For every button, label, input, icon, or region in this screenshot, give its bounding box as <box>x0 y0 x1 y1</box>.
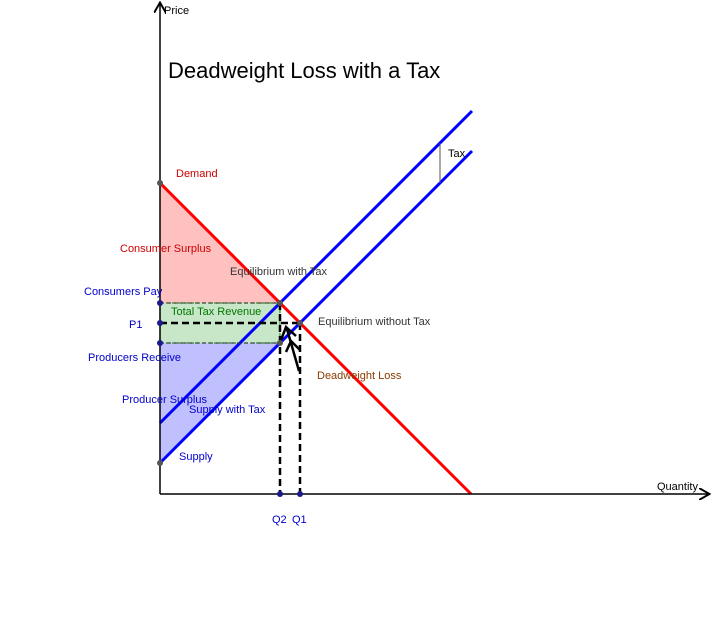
demand-intercept-point <box>157 180 163 186</box>
tax-revenue-label: Total Tax Revenue <box>171 306 261 318</box>
consumer-surplus-label: Consumer Surplus <box>120 243 212 255</box>
producers-receive-label: Producers Receive <box>88 352 181 364</box>
consumers-pay-point <box>157 300 163 306</box>
deadweight-loss-arrowhead <box>279 324 297 341</box>
supply-curve <box>158 149 474 465</box>
equilibrium-with-tax-point <box>277 300 283 306</box>
producers-receive-point <box>157 340 163 346</box>
equilibrium-with-tax-label: Equilibrium with Tax <box>230 266 328 278</box>
deadweight-loss-arrow <box>285 328 301 372</box>
p1-point <box>157 320 163 326</box>
q1-label: Q1 <box>292 514 307 526</box>
producers-receive-corner-point <box>277 340 283 346</box>
producer-surplus-label: Producer Surplus <box>122 394 207 406</box>
q2-point <box>277 491 283 497</box>
q1-point <box>297 491 303 497</box>
demand-label: Demand <box>176 168 218 180</box>
equilibrium-without-tax-label: Equilibrium without Tax <box>318 316 431 328</box>
demand-curve <box>158 181 473 496</box>
supply-with-tax-curve <box>158 109 474 425</box>
p1-label: P1 <box>129 319 142 331</box>
equilibrium-without-tax-point <box>297 320 303 326</box>
deadweight-loss-arrowhead-lower <box>284 338 301 353</box>
tax-label: Tax <box>448 148 466 160</box>
consumers-pay-label: Consumers Pay <box>84 286 163 298</box>
supply-label: Supply <box>179 451 213 463</box>
diagram-title: Deadweight Loss with a Tax <box>168 58 440 83</box>
supply-intercept-point <box>157 460 163 466</box>
q2-label: Q2 <box>272 514 287 526</box>
deadweight-loss-label: Deadweight Loss <box>317 370 402 382</box>
supply-with-tax-label: Supply with Tax <box>189 404 266 416</box>
y-axis-label: Price <box>164 5 189 17</box>
x-axis-label: Quantity <box>657 481 698 493</box>
